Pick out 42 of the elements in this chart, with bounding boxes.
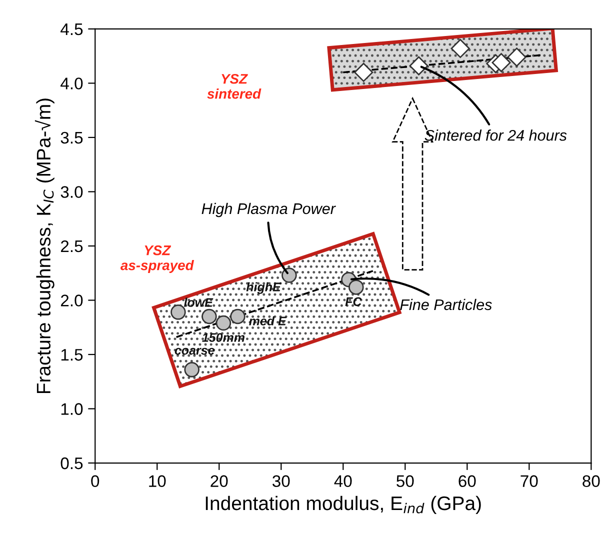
y-tick-label: 3.0 xyxy=(60,186,83,198)
annotation: YSZ as-sprayed xyxy=(120,245,194,273)
annotation: highE xyxy=(246,282,282,294)
x-tick-label: 0 xyxy=(91,475,100,488)
y-tick-label: 2.0 xyxy=(60,294,83,306)
annotation: Fine Particles xyxy=(400,298,492,310)
point xyxy=(230,308,246,324)
annotation: med E xyxy=(249,316,287,326)
annotation: High Plasma Power xyxy=(202,202,336,218)
point xyxy=(409,56,428,76)
x-axis-title: Indentation modulus, E$_{ind}$ (GPa) xyxy=(206,496,481,514)
point xyxy=(184,362,200,378)
y-tick-label: 4.0 xyxy=(60,78,83,90)
y-tick-label: 4.5 xyxy=(60,24,83,36)
x-tick-label: 70 xyxy=(520,475,538,488)
point xyxy=(216,315,232,331)
annotation: YSZ sintered xyxy=(207,74,262,99)
x-tick-label: 40 xyxy=(334,475,352,488)
x-tick-label: 10 xyxy=(149,475,166,488)
annotation: Sintered for 24 hours xyxy=(424,130,567,141)
annotation: FC xyxy=(345,297,362,306)
y-tick-label: 2.5 xyxy=(60,240,83,252)
annotation: coarse xyxy=(174,348,214,355)
point xyxy=(348,280,364,295)
x-tick-label: 20 xyxy=(210,475,228,488)
y-tick-label: 3.5 xyxy=(60,132,83,144)
point xyxy=(202,308,217,324)
annotation: 150mm xyxy=(202,333,244,342)
point xyxy=(507,48,526,67)
point xyxy=(282,268,297,283)
x-tick-label: 30 xyxy=(272,475,290,488)
y-tick-label: 0.5 xyxy=(60,457,83,470)
y-tick-label: 1.5 xyxy=(61,349,83,361)
y-axis-title: Fracture toughness, K$_{IC}$ (MPa-√m) xyxy=(34,98,54,394)
point xyxy=(450,38,470,58)
y-tick-label: 1.0 xyxy=(61,403,83,415)
point xyxy=(492,53,511,72)
x-tick-label: 80 xyxy=(582,475,600,488)
point xyxy=(170,304,186,320)
x-tick-label: 60 xyxy=(458,475,476,488)
point xyxy=(354,62,374,82)
x-tick-label: 50 xyxy=(396,475,414,488)
